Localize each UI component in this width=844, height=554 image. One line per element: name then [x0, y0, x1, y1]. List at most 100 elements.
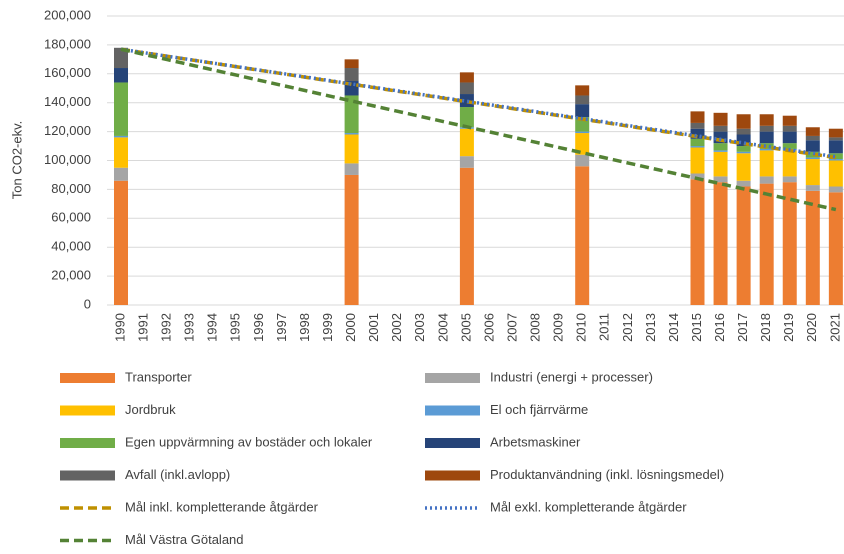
- bar: [575, 131, 590, 134]
- bar: [736, 180, 751, 187]
- y-tick-label: 60,000: [51, 210, 91, 225]
- bar: [805, 159, 820, 186]
- bar: [736, 114, 751, 129]
- bar: [344, 134, 359, 164]
- x-tick-label: 1998: [297, 313, 312, 342]
- bar: [782, 125, 797, 132]
- bar: [828, 160, 843, 187]
- y-tick-label: 160,000: [44, 65, 91, 80]
- x-tick-label: 2011: [597, 313, 612, 341]
- bar: [114, 135, 128, 138]
- bar: [114, 137, 128, 168]
- legend-label: Produktanvändning (inkl. lösningsmedel): [490, 467, 724, 482]
- x-tick-label: 2020: [804, 313, 819, 342]
- y-tick-label: 140,000: [44, 94, 91, 109]
- x-tick-label: 1999: [320, 313, 335, 342]
- bar: [736, 153, 751, 181]
- x-tick-label: 2003: [412, 313, 427, 342]
- bar: [736, 151, 751, 154]
- bar: [713, 150, 728, 152]
- bar: [690, 122, 705, 129]
- bar: [828, 140, 843, 154]
- bar: [575, 166, 590, 305]
- x-tick-label: 2007: [504, 313, 519, 342]
- bar: [114, 47, 128, 69]
- bar: [713, 131, 728, 144]
- legend-label: Transporter: [125, 369, 192, 384]
- x-tick-label: 2005: [458, 313, 473, 342]
- x-tick-label: 2008: [528, 313, 543, 342]
- target-line: [120, 47, 837, 212]
- x-tick-label: 2006: [481, 313, 496, 342]
- bar: [736, 146, 751, 152]
- bar: [690, 179, 705, 305]
- bar: [575, 104, 590, 118]
- bar: [782, 115, 797, 126]
- bar: [828, 192, 843, 305]
- bar: [805, 127, 820, 136]
- x-tick-label: 1995: [228, 313, 243, 342]
- bar: [759, 150, 774, 177]
- x-tick-label: 2001: [366, 313, 381, 342]
- legend-swatch: [60, 438, 115, 448]
- y-tick-label: 80,000: [51, 181, 91, 196]
- bar: [713, 125, 728, 132]
- bar: [690, 138, 705, 147]
- bar: [459, 167, 474, 305]
- x-tick-label: 2009: [551, 313, 566, 342]
- bar: [805, 190, 820, 305]
- legend-label: Avfall (inkl.avlopp): [125, 467, 230, 482]
- legend-label: Industri (energi + processer): [490, 369, 653, 384]
- x-tick-label: 2016: [712, 313, 727, 342]
- x-tick-label: 1994: [205, 313, 220, 342]
- legend-swatch: [425, 373, 480, 383]
- x-tick-label: 2017: [735, 313, 750, 342]
- x-tick-label: 2019: [781, 313, 796, 342]
- bar: [759, 114, 774, 126]
- bar: [713, 151, 728, 177]
- bar: [782, 182, 797, 305]
- x-tick-label: 1991: [135, 313, 150, 342]
- bar: [690, 128, 705, 139]
- x-tick-label: 1993: [182, 313, 197, 342]
- x-tick-label: 1997: [274, 313, 289, 342]
- bar: [759, 183, 774, 305]
- bar: [344, 133, 359, 135]
- x-tick-label: 1992: [159, 313, 174, 342]
- legend-label: Mål inkl. kompletterande åtgärder: [125, 499, 319, 514]
- bar: [114, 167, 128, 181]
- legend-label: El och fjärrvärme: [490, 402, 588, 417]
- bar: [459, 156, 474, 168]
- bar: [782, 143, 797, 149]
- bar: [344, 174, 359, 305]
- y-tick-label: 20,000: [51, 268, 91, 283]
- bar: [805, 151, 820, 158]
- bar: [713, 182, 728, 305]
- y-tick-label: 40,000: [51, 239, 91, 254]
- legend-label: Egen uppvärmning av bostäder och lokaler: [125, 434, 373, 449]
- x-tick-label: 2018: [758, 313, 773, 342]
- bar: [575, 85, 590, 96]
- bar: [805, 140, 820, 152]
- bar: [690, 147, 705, 174]
- legend-swatch: [425, 438, 480, 448]
- x-tick-label: 2004: [435, 313, 450, 342]
- y-tick-label: 0: [84, 296, 91, 311]
- y-tick-label: 120,000: [44, 123, 91, 138]
- x-tick-label: 1996: [251, 313, 266, 342]
- y-tick-label: 180,000: [44, 36, 91, 51]
- bar: [713, 143, 728, 151]
- legend-label: Arbetsmaskiner: [490, 434, 581, 449]
- bar: [759, 148, 774, 151]
- bar: [459, 82, 474, 95]
- x-tick-label: 2000: [343, 313, 358, 342]
- y-tick-label: 200,000: [44, 7, 91, 22]
- bar: [828, 128, 843, 138]
- bar: [759, 125, 774, 132]
- x-tick-label: 2002: [389, 313, 404, 342]
- bar: [736, 134, 751, 147]
- bar: [690, 173, 705, 180]
- x-tick-label: 2012: [620, 313, 635, 342]
- bar: [713, 112, 728, 126]
